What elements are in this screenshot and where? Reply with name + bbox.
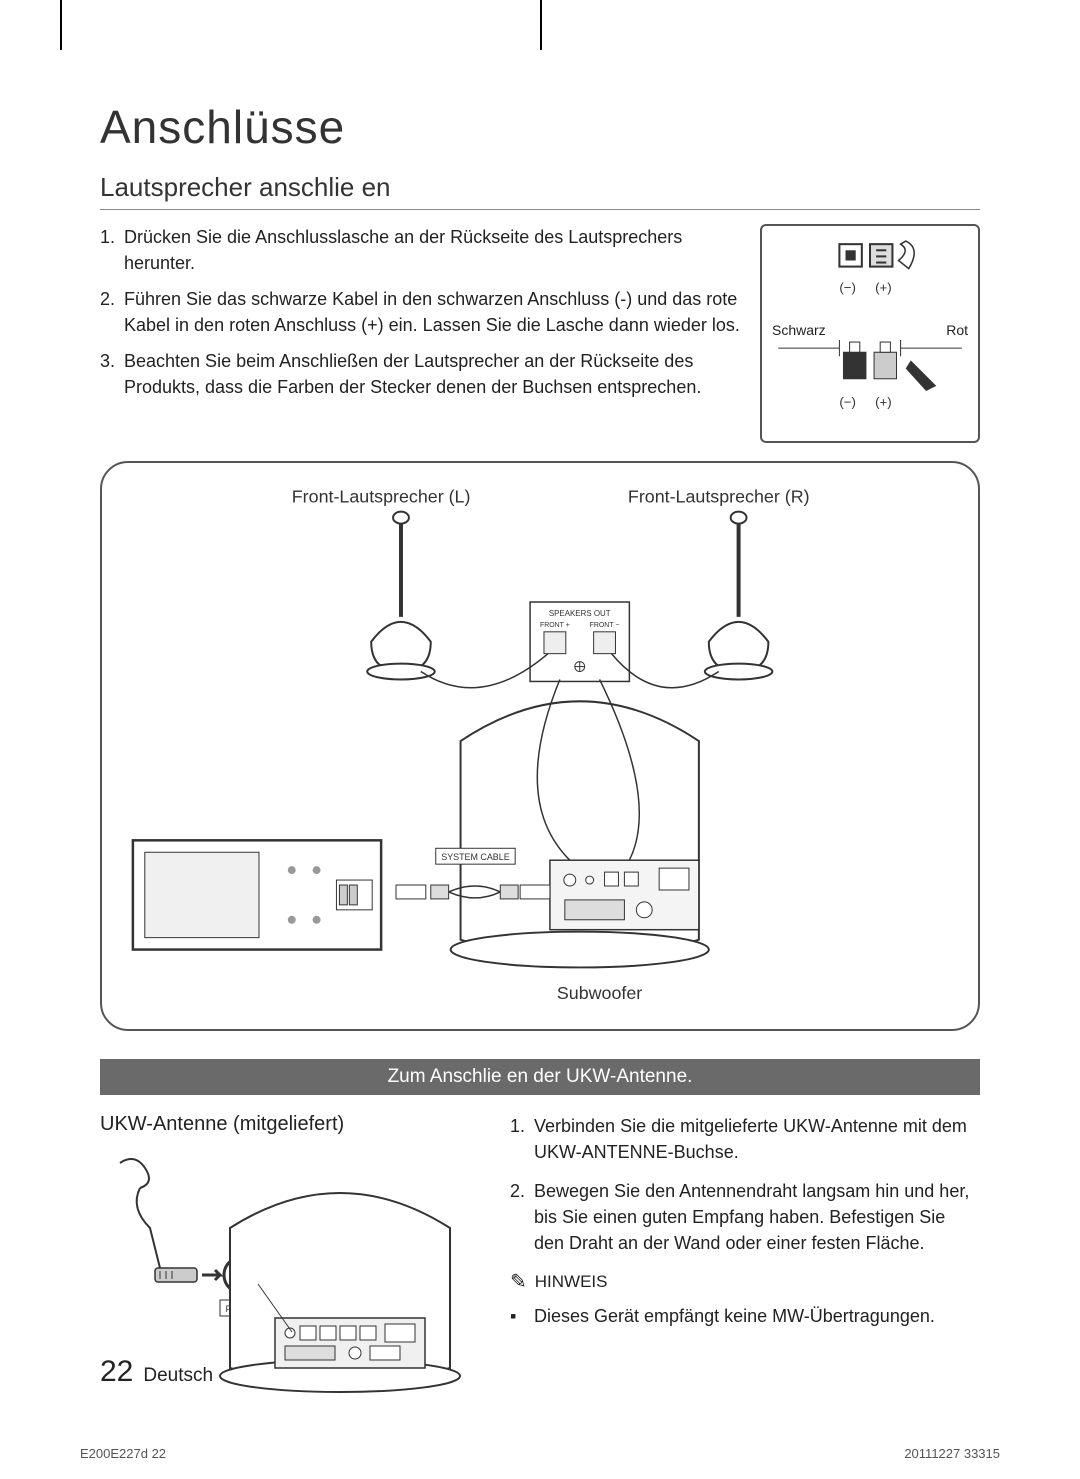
step-num: 1.	[100, 224, 124, 276]
svg-text:FRONT +: FRONT +	[540, 622, 570, 629]
page: Anschlüsse Lautsprecher anschlie en 1. D…	[0, 0, 1080, 1479]
terminal-diagram: (−) (+) Schwarz Rot (−) (+)	[760, 224, 980, 443]
print-metadata: E200E227d 22 20111227 33315	[0, 1446, 1080, 1461]
step-text: Bewegen Sie den Antennendraht langsam hi…	[534, 1178, 980, 1256]
print-right: 20111227 33315	[904, 1446, 1000, 1461]
terminal-black-label: Schwarz	[772, 322, 826, 338]
subwoofer-label: Subwoofer	[557, 984, 642, 1004]
terminal-bottom-icon: (−) (+)	[768, 340, 972, 432]
front-l-label: Front-Lautsprecher (L)	[292, 487, 471, 507]
terminal-top-icon: (−) (+)	[768, 236, 972, 318]
svg-text:(+): (+)	[875, 280, 892, 295]
step-text: Verbinden Sie die mitgelieferte UKW-Ante…	[534, 1113, 980, 1165]
front-r-label: Front-Lautsprecher (R)	[628, 487, 810, 507]
step-num: 1.	[510, 1113, 534, 1165]
svg-text:FRONT −: FRONT −	[590, 622, 620, 629]
step-1: 1. Drücken Sie die Anschlusslasche an de…	[100, 224, 740, 276]
antenna-instructions: 1. Verbinden Sie die mitgelieferte UKW-A…	[510, 1113, 980, 1413]
antenna-step-1: 1. Verbinden Sie die mitgelieferte UKW-A…	[510, 1113, 980, 1165]
step-text: Drücken Sie die Anschlusslasche an der R…	[124, 224, 740, 276]
svg-text:(−): (−)	[839, 280, 856, 295]
note-body: ▪ Dieses Gerät empfängt keine MW-Übertra…	[510, 1303, 980, 1329]
svg-text:(+): (+)	[875, 394, 892, 409]
svg-text:SPEAKERS OUT: SPEAKERS OUT	[549, 609, 611, 618]
svg-text:(−): (−)	[839, 394, 856, 409]
step-text: Führen Sie das schwarze Kabel in den sch…	[124, 286, 740, 338]
subwoofer-icon	[451, 702, 709, 968]
note-icon: ✎	[510, 1268, 527, 1297]
bullet-icon: ▪	[510, 1303, 524, 1329]
step-2: 2. Führen Sie das schwarze Kabel in den …	[100, 286, 740, 338]
svg-text:SYSTEM CABLE: SYSTEM CABLE	[441, 853, 509, 863]
section-bar: Zum Anschlie en der UKW-Antenne.	[100, 1059, 980, 1095]
section-subtitle: Lautsprecher anschlie en	[100, 172, 980, 210]
step-num: 2.	[510, 1178, 534, 1256]
antenna-caption: UKW-Antenne (mitgeliefert)	[100, 1113, 480, 1136]
page-number: 22	[100, 1355, 133, 1389]
note-heading: ✎ HINWEIS	[510, 1268, 980, 1297]
terminal-red-label: Rot	[946, 322, 968, 338]
step-num: 3.	[100, 348, 124, 400]
speaker-left-icon	[367, 512, 435, 680]
connection-diagram: Front-Lautsprecher (L) Front-Lautspreche…	[100, 461, 980, 1031]
page-language: Deutsch	[143, 1365, 213, 1387]
antenna-row: UKW-Antenne (mitgeliefert) FM ANT	[100, 1113, 980, 1413]
note-label: HINWEIS	[535, 1270, 608, 1295]
step-3: 3. Beachten Sie beim Anschließen der Lau…	[100, 348, 740, 400]
main-unit-icon	[133, 841, 381, 950]
antenna-step-2: 2. Bewegen Sie den Antennendraht langsam…	[510, 1178, 980, 1256]
intro-row: 1. Drücken Sie die Anschlusslasche an de…	[100, 224, 980, 443]
chapter-title: Anschlüsse	[100, 100, 980, 154]
speaker-right-icon	[705, 512, 773, 680]
print-left: E200E227d 22	[80, 1446, 166, 1461]
speaker-steps: 1. Drücken Sie die Anschlusslasche an de…	[100, 224, 740, 443]
speakers-out-panel-icon: SPEAKERS OUT FRONT + FRONT −	[530, 602, 629, 681]
step-num: 2.	[100, 286, 124, 338]
step-text: Beachten Sie beim Anschließen der Lautsp…	[124, 348, 740, 400]
note-text: Dieses Gerät empfängt keine MW-Übertragu…	[534, 1303, 935, 1329]
page-footer: 22 Deutsch	[100, 1355, 213, 1389]
